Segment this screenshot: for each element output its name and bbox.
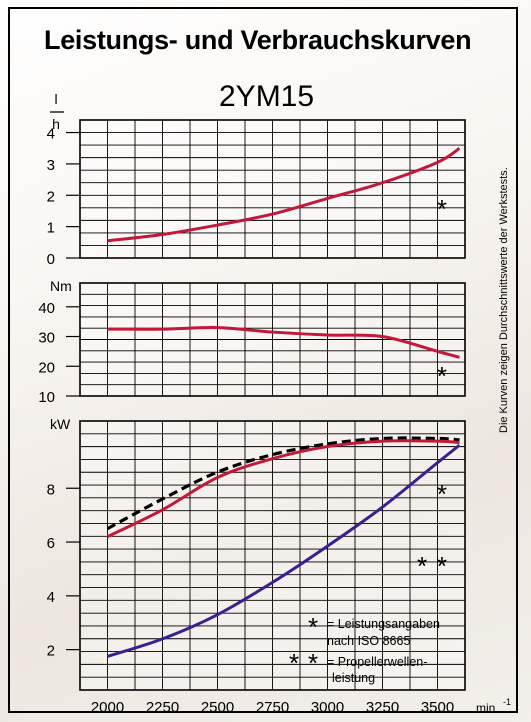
marker-double-star-2: * [437, 551, 447, 581]
x-tick-label: 3500 [421, 699, 454, 716]
y-tick-label: 0 [47, 251, 55, 268]
x-axis-unit-sup: -1 [503, 697, 511, 707]
y-tick-label: 3 [47, 157, 55, 174]
series-line-fuel-main [107, 146, 461, 243]
marker-star-fuel: * [437, 194, 447, 224]
y-tick-label: 10 [38, 389, 55, 406]
y-axis-label-bottom: h [52, 116, 60, 132]
legend-star-double-2: * [308, 648, 318, 678]
y-axis-label: kW [50, 416, 71, 432]
series-line-power-dashed [106, 436, 460, 531]
x-tick-label: 2500 [201, 699, 234, 716]
model-name: 2YM15 [219, 80, 315, 113]
y-tick-label: 8 [47, 481, 55, 498]
x-tick-label: 3000 [311, 699, 344, 716]
y-tick-label: 4 [47, 126, 55, 143]
legend-star-double-1: * [289, 648, 299, 678]
legend-double-star-text2: leistung [332, 671, 375, 685]
series-line-torque-main [107, 326, 460, 359]
legend-single-star-text: = Leistungsangaben [327, 617, 440, 631]
marker-star-torque: * [437, 361, 447, 391]
series-line-power-red [106, 439, 460, 539]
y-axis-label-top: l [54, 91, 57, 107]
chart-title: Leistungs- und Verbrauchskurven [44, 25, 472, 55]
x-tick-label: 2000 [91, 699, 124, 716]
y-tick-label: 2 [47, 188, 55, 205]
series-line-power-blue [107, 444, 461, 658]
y-tick-label: 30 [38, 330, 55, 347]
x-tick-label: 3250 [366, 699, 399, 716]
marker-double-star-1: * [417, 551, 427, 581]
y-tick-label: 4 [47, 589, 55, 606]
y-tick-label: 1 [47, 220, 55, 237]
y-tick-label: 2 [47, 643, 55, 660]
legend-single-star-text2: nach ISO 8665 [327, 634, 410, 648]
y-tick-label: 40 [38, 300, 55, 317]
legend-star-single: * [308, 612, 318, 642]
y-tick-label: 20 [38, 359, 55, 376]
y-tick-label: 6 [47, 535, 55, 552]
x-tick-label: 2750 [256, 699, 289, 716]
chart-card [8, 7, 518, 713]
marker-star-power: * [437, 479, 447, 509]
legend-double-star-text: = Propellerwellen- [327, 655, 427, 669]
x-tick-label: 2250 [146, 699, 179, 716]
x-axis-unit: min [476, 701, 495, 715]
y-axis-label: Nm [50, 278, 72, 294]
